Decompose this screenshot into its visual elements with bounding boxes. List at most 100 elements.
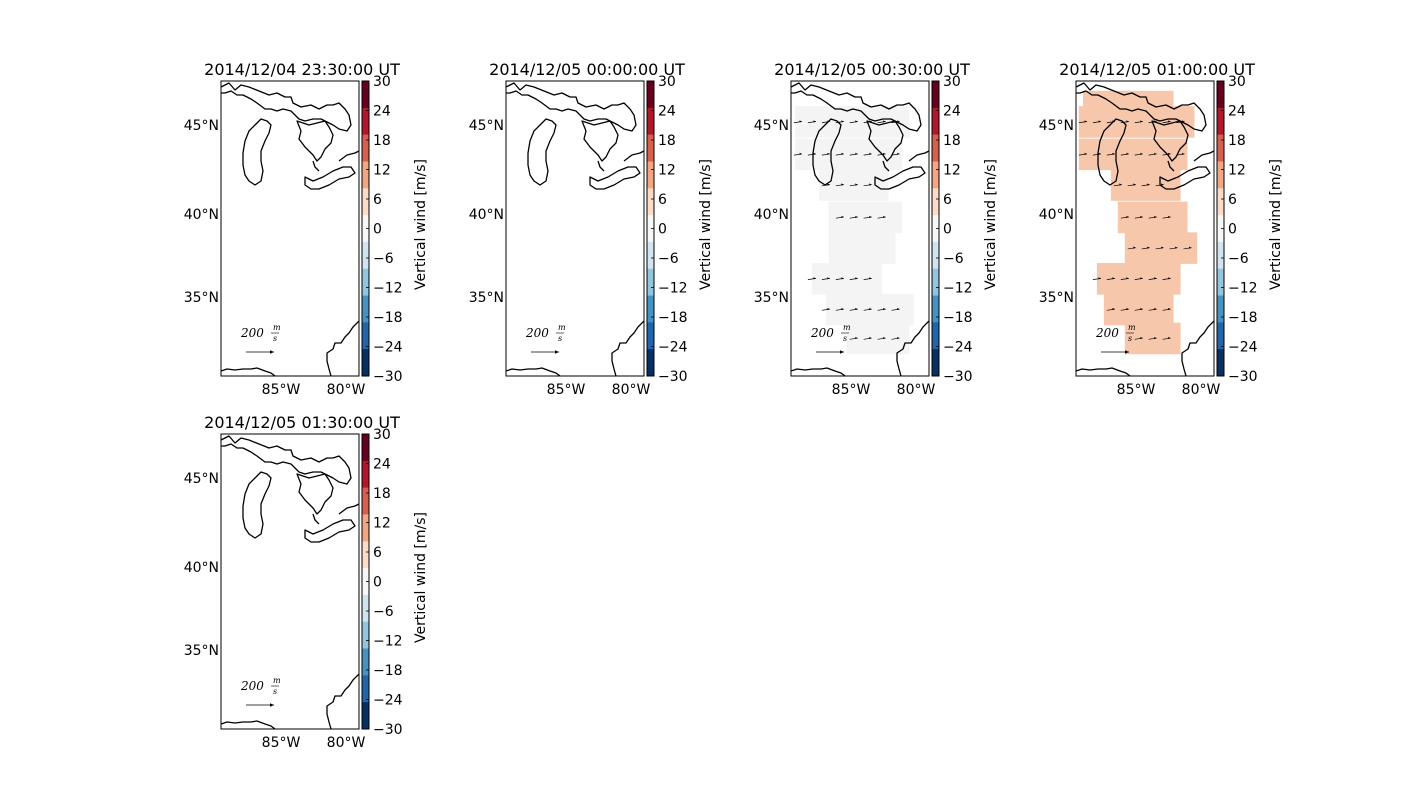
colorbar-tick-label: −6	[373, 251, 394, 267]
wind-vector	[849, 277, 858, 280]
wind-vector	[1162, 152, 1171, 156]
wind-vector	[1092, 277, 1101, 280]
panel-title: 2014/12/05 00:00:00 UT	[489, 60, 685, 79]
wind-vector	[1092, 152, 1101, 156]
wind-vector	[1134, 277, 1143, 280]
colorbar-tick-label: 18	[943, 133, 961, 149]
lat-tick-label: 45°N	[184, 471, 219, 487]
colorbar-tick-label: 0	[943, 222, 952, 238]
wind-vector	[863, 336, 872, 340]
wind-vector	[821, 307, 830, 311]
reference-vector-label: 200	[240, 326, 264, 340]
panel-title: 2014/12/05 01:30:00 UT	[204, 413, 400, 432]
wind-vector	[863, 215, 872, 219]
map-frame	[790, 80, 930, 377]
colorbar-tick-label: 24	[373, 457, 391, 473]
colorbar-tick-label: −12	[943, 281, 973, 297]
reference-vector-label: 200	[810, 326, 834, 340]
colorbar-tick-label: −18	[373, 663, 403, 679]
colorbar-label: Vertical wind [m/s]	[983, 159, 999, 290]
colorbar-tick-label: −12	[1228, 281, 1258, 297]
wind-vector	[1113, 183, 1122, 187]
wind-vector	[1141, 183, 1150, 187]
wind-vector	[1162, 307, 1171, 311]
colorbar-tick-label: 24	[1228, 104, 1246, 120]
colorbar-segment	[1217, 81, 1224, 109]
lat-tick-label: 40°N	[754, 207, 789, 223]
panel-title: 2014/12/04 23:30:00 UT	[204, 60, 400, 79]
wind-vector	[863, 120, 872, 124]
reference-vector: 200 ms	[240, 323, 281, 354]
colorbar-tick-label: −12	[373, 281, 403, 297]
wind-vector	[807, 277, 816, 280]
lat-tick-label: 40°N	[184, 560, 219, 576]
colorbar-segment	[647, 295, 654, 323]
colorbar-segment	[362, 460, 369, 489]
wind-vector	[1148, 120, 1157, 124]
reference-vector-label: 200	[240, 679, 264, 693]
colorbar-tick-label: −24	[1228, 340, 1258, 356]
wind-vector	[793, 120, 803, 124]
wind-vector	[891, 336, 900, 340]
colorbar-segment	[362, 514, 369, 542]
wind-vector	[1176, 120, 1185, 124]
colorbar-tick-label: 6	[373, 545, 382, 561]
wind-vector	[821, 183, 830, 187]
colorbar-segment	[1217, 268, 1224, 297]
reference-vector: 200 ms	[810, 323, 851, 354]
map-panel-1: 2014/12/04 23:30:00 UT 200 ms 45°N 40°N 35°N 8…	[184, 60, 429, 398]
colorbar: 30 24 18 12 6 0 −6 −12 −18 −24 −30 Vertical wind [m…	[361, 74, 429, 385]
colorbar-tick-label: 30	[943, 74, 961, 90]
lon-tick-label: 85°W	[262, 382, 301, 398]
colorbar-tick-label: 30	[1228, 74, 1246, 90]
colorbar-segment	[362, 268, 369, 297]
colorbar-tick-label: −24	[943, 340, 973, 356]
colorbar-tick-label: 18	[658, 133, 676, 149]
wind-vector	[877, 215, 886, 219]
colorbar-segment	[362, 161, 369, 189]
wind-vector	[1127, 246, 1136, 250]
colorbar-segment	[932, 107, 939, 136]
wind-vector	[849, 336, 858, 340]
lat-tick-label: 35°N	[469, 290, 504, 306]
colorbar-segment	[362, 675, 369, 703]
colorbar-segment	[362, 107, 369, 136]
colorbar-segment	[932, 322, 939, 350]
reference-unit-denominator: s	[843, 334, 847, 343]
colorbar-tick-label: 18	[373, 486, 391, 502]
colorbar-segment	[1217, 161, 1224, 189]
colorbar-tick-label: −18	[1228, 310, 1258, 326]
colorbar-segment	[647, 134, 654, 162]
wind-vector	[1120, 307, 1129, 311]
lat-tick-label: 40°N	[469, 207, 504, 223]
lon-tick-label: 85°W	[262, 735, 301, 751]
wind-vector	[849, 215, 858, 219]
wind-field-cell	[828, 232, 896, 264]
lat-tick-label: 45°N	[184, 118, 219, 134]
colorbar-tick-label: 0	[658, 222, 667, 238]
lat-tick-label: 35°N	[1039, 290, 1074, 306]
colorbar-segment	[362, 487, 369, 515]
colorbar-segment	[647, 241, 654, 270]
map-frame	[220, 433, 360, 730]
map-area	[791, 82, 929, 376]
colorbar-tick-label: −30	[1228, 369, 1258, 385]
colorbar-segment	[1217, 349, 1224, 377]
wind-vector	[1106, 277, 1115, 280]
wind-vector	[1162, 215, 1171, 219]
lon-tick-label: 85°W	[547, 382, 586, 398]
lat-tick-label: 35°N	[184, 290, 219, 306]
reference-unit-numerator: m	[1128, 323, 1136, 332]
colorbar-segment	[932, 81, 939, 109]
colorbar: 30 24 18 12 6 0 −6 −12 −18 −24 −30 Vertical wind [m…	[931, 74, 999, 385]
colorbar-tick-label: 6	[658, 192, 667, 208]
wind-vector	[877, 120, 886, 124]
wind-vector	[1106, 120, 1115, 124]
wind-vector	[891, 120, 900, 124]
wind-vector	[891, 152, 900, 156]
map-frame	[220, 80, 360, 377]
colorbar-segment	[932, 134, 939, 162]
colorbar-label: Vertical wind [m/s]	[413, 159, 429, 290]
wind-vector	[1092, 120, 1101, 124]
